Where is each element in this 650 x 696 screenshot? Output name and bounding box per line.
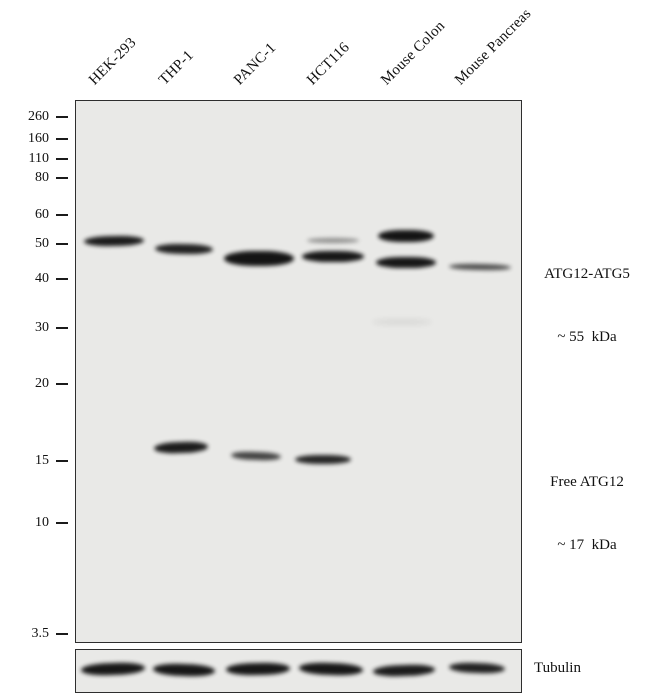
tubulin-band [152,662,216,678]
mw-marker-tick [56,278,68,280]
annotation-line: ~ 17 kDa [557,537,617,553]
annotation-free-atg12: Free ATG12 ~ 17 kDa [528,430,646,598]
tubulin-band [298,661,364,677]
annotation-line: ATG12-ATG5 [544,266,630,282]
blot-panel [75,100,522,643]
mw-marker-tick [56,243,68,245]
mw-marker: 160 [4,130,68,148]
mw-marker-label: 110 [28,151,49,166]
mw-marker-tick [56,138,68,140]
mw-marker-tick [56,460,68,462]
protein-band [230,451,282,461]
mw-marker-label: 15 [35,453,49,468]
mw-marker-label: 160 [28,131,49,146]
tubulin-label: Tubulin [534,660,581,676]
mw-marker-tick [56,158,68,160]
mw-marker-tick [56,327,68,329]
mw-marker-label: 50 [35,236,49,251]
tubulin-band [80,661,146,677]
mw-marker-tick [56,177,68,179]
mw-marker: 10 [4,514,68,532]
mw-marker-tick [56,214,68,216]
mw-marker: 3.5 [4,625,68,643]
mw-marker-label: 3.5 [31,626,50,641]
protein-band [448,263,512,271]
mw-marker: 60 [4,206,68,224]
loading-control-panel [75,649,522,693]
protein-band [378,230,434,242]
mw-marker: 260 [4,108,68,126]
protein-band [295,454,351,464]
annotation-line: ~ 55 kDa [557,329,617,345]
tubulin-band [372,663,436,677]
mw-marker-tick [56,522,68,524]
mw-marker: 40 [4,270,68,288]
mw-marker-label: 80 [35,170,49,185]
mw-marker: 30 [4,319,68,337]
protein-band [307,237,359,243]
mw-marker-label: 20 [35,376,49,391]
mw-marker-tick [56,116,68,118]
mw-marker: 15 [4,452,68,470]
mw-marker-label: 260 [28,109,49,124]
annotation-line: Free ATG12 [550,474,624,490]
mw-marker-tick [56,383,68,385]
tubulin-band [448,662,506,674]
mw-marker-label: 60 [35,207,49,222]
mw-marker-label: 40 [35,271,49,286]
mw-marker-label: 10 [35,515,49,530]
protein-band [153,440,209,454]
mw-marker-tick [56,633,68,635]
tubulin-band [225,662,291,676]
protein-band [302,250,364,262]
protein-band [224,250,294,266]
protein-band [154,243,214,255]
protein-band [376,256,436,268]
mw-marker: 50 [4,235,68,253]
annotation-atg12-atg5: ATG12-ATG5 ~ 55 kDa [528,222,646,390]
mw-marker-label: 30 [35,320,49,335]
protein-band [372,319,432,325]
mw-marker: 110 [4,150,68,168]
mw-marker: 80 [4,169,68,187]
protein-band [83,235,145,247]
mw-marker: 20 [4,375,68,393]
